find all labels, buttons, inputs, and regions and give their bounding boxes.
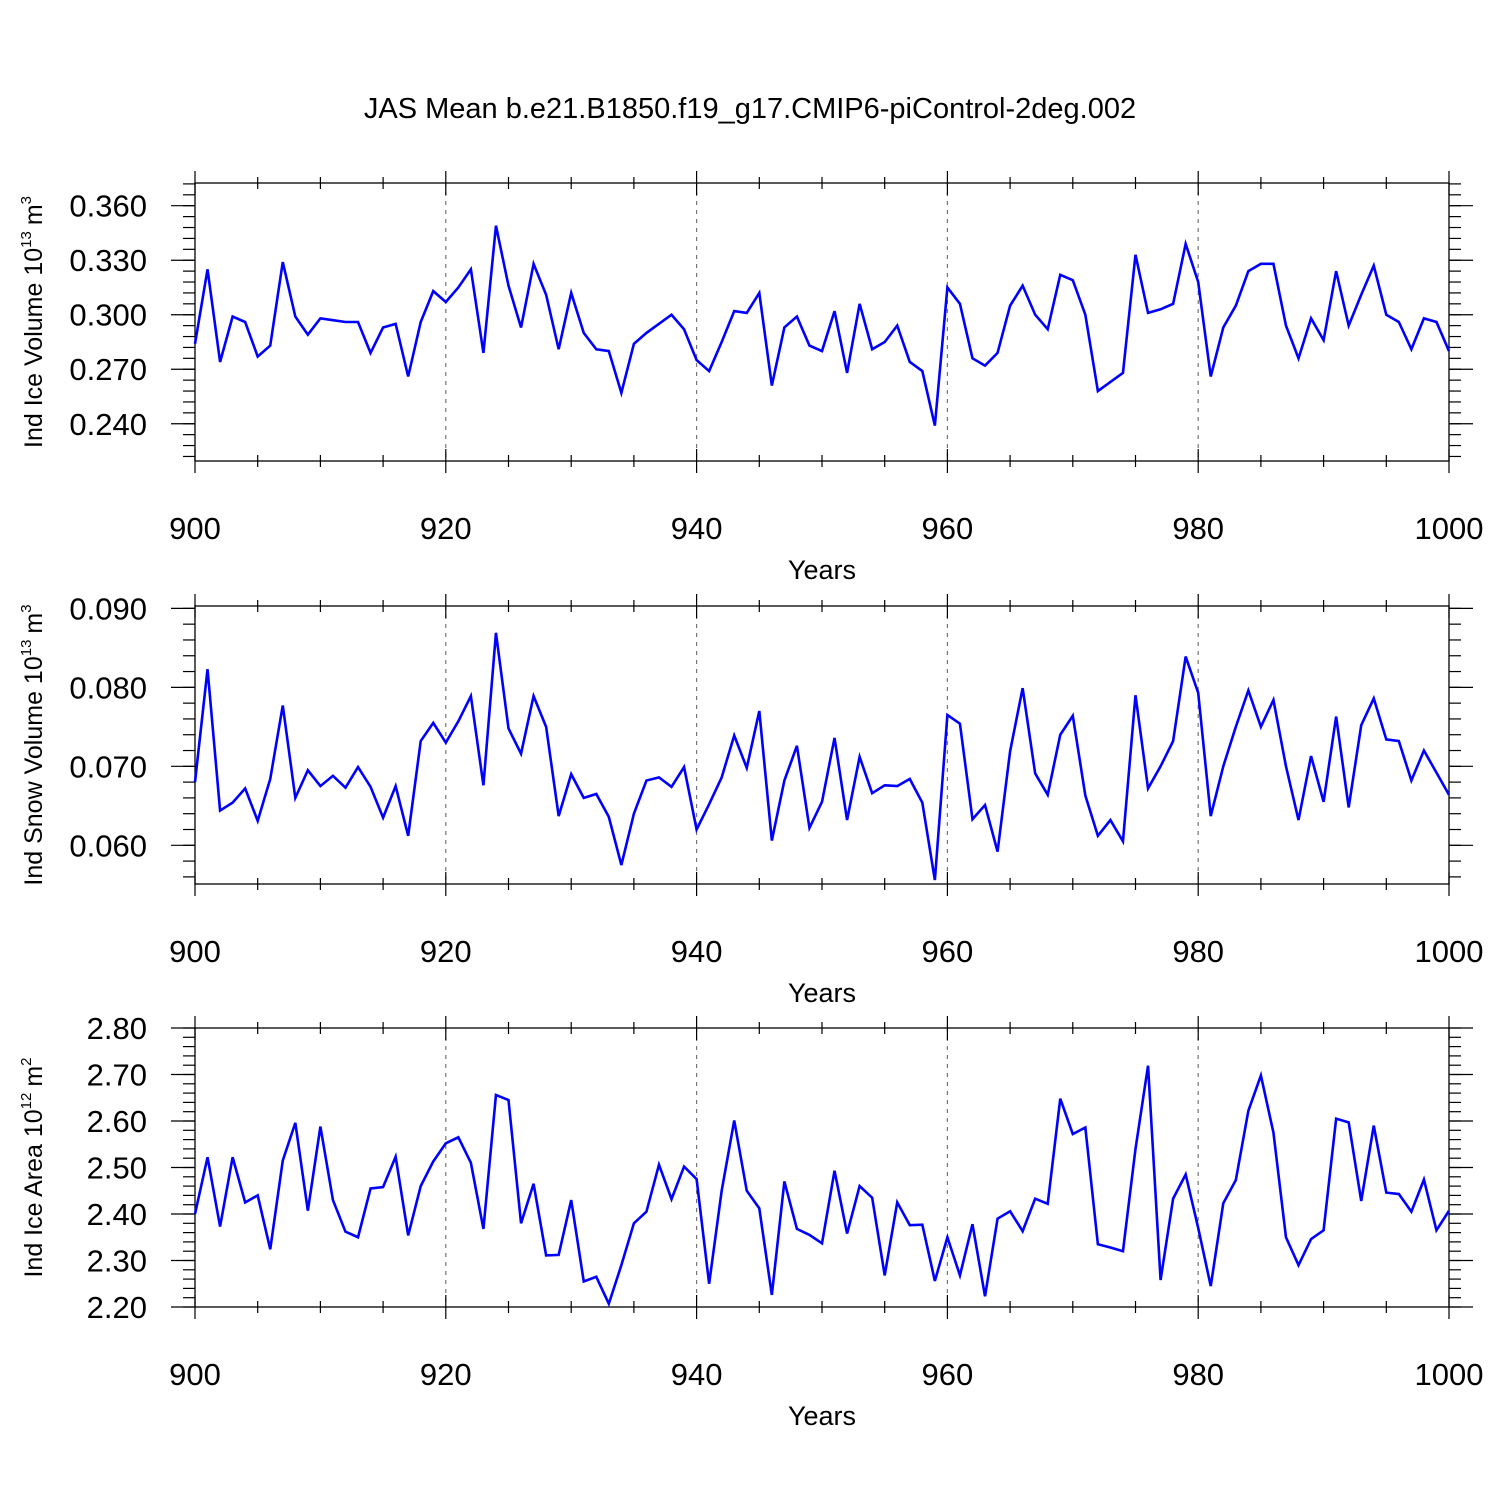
y-axis-ticks [171, 184, 1473, 457]
x-axis-ticks [195, 171, 1449, 473]
x-tick-label: 920 [420, 511, 472, 546]
figure: JAS Mean b.e21.B1850.f19_g17.CMIP6-piCon… [0, 0, 1500, 1500]
y-tick-label: 2.60 [87, 1104, 147, 1139]
y-tick-label: 0.060 [69, 828, 147, 863]
y-axis-label-exponent: 13 [18, 231, 35, 248]
y-axis-label: Ind Snow Volume 1013 m3 [18, 604, 48, 885]
y-tick-label: 2.80 [87, 1011, 147, 1046]
x-tick-label: 980 [1172, 934, 1224, 969]
x-axis-label: Years [788, 1401, 856, 1431]
panel-ice-volume: 0.240 0.270 0.300 0.330 0.360 900 920 940 960 980… [18, 171, 1483, 585]
y-tick-label: 0.090 [69, 591, 147, 626]
plot-frame [195, 183, 1449, 461]
y-tick-label: 0.360 [69, 189, 147, 224]
x-tick-label: 940 [671, 511, 723, 546]
x-tick-label: 960 [922, 511, 974, 546]
y-tick-label: 0.070 [69, 749, 147, 784]
data-points-ice-volume [195, 226, 1449, 426]
y-tick-label: 2.40 [87, 1197, 147, 1232]
x-axis-ticks [195, 594, 1449, 896]
y-axis-label-unit-exponent: 3 [18, 604, 35, 612]
panels: 0.240 0.270 0.300 0.330 0.360 900 920 940 960 980… [18, 171, 1483, 1431]
y-axis-label-unit-exponent: 2 [18, 1057, 35, 1065]
y-axis-ticks [171, 608, 1473, 877]
plot-frame [195, 606, 1449, 884]
y-tick-label: 0.270 [69, 352, 147, 387]
y-axis-label-unit: m [20, 613, 48, 634]
x-tick-label: 1000 [1415, 934, 1484, 969]
y-tick-label: 2.20 [87, 1290, 147, 1325]
panel-ice-area: 2.20 2.30 2.40 2.50 2.60 2.70 2.80 900 920 940 960… [18, 1011, 1483, 1431]
series-line-snow-volume [195, 633, 1449, 880]
y-axis-label-text: Ind Snow Volume 10 [20, 656, 48, 885]
x-tick-label: 900 [169, 1357, 221, 1392]
y-axis-label: Ind Ice Volume 1013 m3 [18, 196, 48, 448]
x-tick-label: 940 [671, 1357, 723, 1392]
y-axis-label: Ind Ice Area 1012 m2 [18, 1057, 48, 1277]
y-axis-label-exponent: 13 [18, 640, 35, 657]
x-tick-label: 1000 [1415, 1357, 1484, 1392]
y-axis-label-unit-exponent: 3 [18, 196, 35, 204]
panel-snow-volume: 0.060 0.070 0.080 0.090 900 920 940 960 980 1000 Y… [18, 591, 1483, 1008]
y-tick-label: 0.080 [69, 670, 147, 705]
x-tick-label: 960 [922, 934, 974, 969]
y-axis-label-unit: m [20, 204, 48, 225]
y-tick-label: 2.70 [87, 1058, 147, 1093]
x-tick-label: 920 [420, 1357, 472, 1392]
data-points-snow-volume [195, 633, 1449, 880]
x-tick-label: 980 [1172, 1357, 1224, 1392]
x-tick-label: 980 [1172, 511, 1224, 546]
y-axis-label-unit: m [20, 1066, 48, 1087]
x-tick-label: 940 [671, 934, 723, 969]
y-axis-label-text: Ind Ice Volume 10 [20, 248, 48, 448]
x-axis-ticks [195, 1016, 1449, 1319]
x-tick-label: 900 [169, 934, 221, 969]
figure-title: JAS Mean b.e21.B1850.f19_g17.CMIP6-piCon… [364, 93, 1136, 125]
x-tick-label: 960 [922, 1357, 974, 1392]
x-tick-label: 900 [169, 511, 221, 546]
series-line-ice-volume [195, 226, 1449, 426]
x-tick-label: 1000 [1415, 511, 1484, 546]
y-tick-label: 0.240 [69, 407, 147, 442]
y-tick-label: 0.330 [69, 243, 147, 278]
y-tick-label: 2.30 [87, 1244, 147, 1279]
plot-frame [195, 1028, 1449, 1307]
series-line-ice-area [195, 1066, 1449, 1304]
y-axis-label-text: Ind Ice Area 10 [20, 1109, 48, 1277]
y-tick-label: 2.50 [87, 1151, 147, 1186]
x-axis-label: Years [788, 978, 856, 1008]
x-axis-label: Years [788, 555, 856, 585]
x-tick-label: 920 [420, 934, 472, 969]
y-axis-label-exponent: 12 [18, 1093, 35, 1110]
y-tick-label: 0.300 [69, 298, 147, 333]
